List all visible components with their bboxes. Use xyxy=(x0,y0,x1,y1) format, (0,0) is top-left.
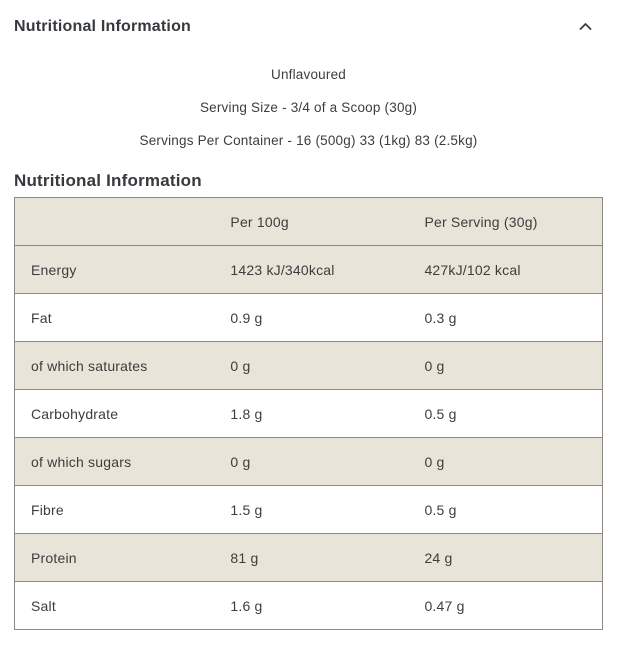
accordion-title: Nutritional Information xyxy=(14,18,192,35)
table-row: Fibre 1.5 g 0.5 g xyxy=(14,486,603,534)
value-per-100g: 81 g xyxy=(230,549,259,566)
table-header-row: Per 100g Per Serving (30g) xyxy=(14,197,603,246)
table-row: Protein 81 g 24 g xyxy=(14,533,603,582)
column-header-per-serving: Per Serving (30g) xyxy=(424,213,538,230)
product-serving-info: Unflavoured Serving Size - 3/4 of a Scoo… xyxy=(0,67,617,149)
value-per-100g: 0.9 g xyxy=(230,309,263,326)
table-row: of which saturates 0 g 0 g xyxy=(14,341,603,390)
value-per-100g: 1.8 g xyxy=(230,405,263,422)
row-label: Protein xyxy=(31,549,77,566)
value-per-serving: 0.5 g xyxy=(424,501,457,518)
table-row: Salt 1.6 g 0.47 g xyxy=(14,582,603,630)
value-per-serving: 0.3 g xyxy=(424,309,457,326)
value-per-serving: 0.47 g xyxy=(424,597,465,614)
nutritional-information-accordion-header[interactable]: Nutritional Information xyxy=(0,0,617,36)
column-header-per-100g: Per 100g xyxy=(230,213,289,230)
table-row: of which sugars 0 g 0 g xyxy=(14,437,603,486)
value-per-100g: 1.6 g xyxy=(230,597,263,614)
chevron-up-icon[interactable] xyxy=(577,21,593,33)
value-per-100g: 0 g xyxy=(230,357,251,374)
nutrition-table: Per 100g Per Serving (30g) Energy 1423 k… xyxy=(14,197,603,630)
column-header-empty xyxy=(15,198,215,246)
value-per-serving: 427kJ/102 kcal xyxy=(424,261,521,278)
servings-per-container-label: Servings Per Container - 16 (500g) 33 (1… xyxy=(139,133,478,148)
value-per-serving: 0 g xyxy=(424,453,445,470)
value-per-100g: 0 g xyxy=(230,453,251,470)
flavour-label: Unflavoured xyxy=(271,67,346,82)
value-per-serving: 0.5 g xyxy=(424,405,457,422)
table-row: Fat 0.9 g 0.3 g xyxy=(14,294,603,342)
row-label: Energy xyxy=(31,261,77,278)
value-per-serving: 0 g xyxy=(424,357,445,374)
row-label: Fibre xyxy=(31,501,64,518)
row-label: Fat xyxy=(31,309,52,326)
value-per-100g: 1.5 g xyxy=(230,501,263,518)
value-per-100g: 1423 kJ/340kcal xyxy=(230,261,335,278)
nutrition-table-body: Energy 1423 kJ/340kcal 427kJ/102 kcal Fa… xyxy=(14,245,603,630)
row-label: Carbohydrate xyxy=(31,405,119,422)
serving-size-label: Serving Size - 3/4 of a Scoop (30g) xyxy=(199,100,418,115)
row-label: Salt xyxy=(31,597,56,614)
row-label: of which saturates xyxy=(31,357,148,374)
nutrition-table-title: Nutritional Information xyxy=(14,171,202,190)
row-label: of which sugars xyxy=(31,453,132,470)
value-per-serving: 24 g xyxy=(424,549,453,566)
table-row: Carbohydrate 1.8 g 0.5 g xyxy=(14,390,603,438)
table-row: Energy 1423 kJ/340kcal 427kJ/102 kcal xyxy=(14,245,603,294)
